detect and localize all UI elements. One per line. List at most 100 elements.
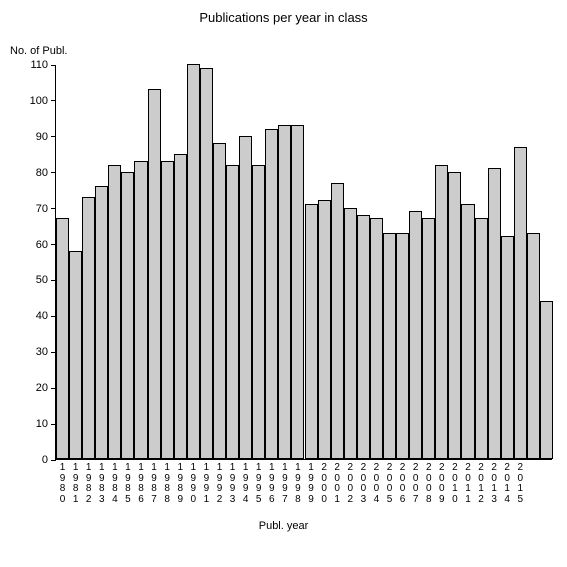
x-tick-label: 2010: [448, 463, 461, 505]
x-tick-label: 1981: [69, 463, 82, 505]
bar: [121, 172, 134, 459]
y-axis-label: No. of Publ.: [10, 45, 67, 57]
x-tick-label: 2001: [331, 463, 344, 505]
bar: [213, 143, 226, 459]
y-tick: [51, 280, 56, 281]
bar: [396, 233, 409, 459]
bar: [409, 211, 422, 459]
y-tick: [51, 244, 56, 245]
chart-title: Publications per year in class: [0, 10, 567, 25]
x-tick-label: 2012: [475, 463, 488, 505]
bar: [527, 233, 540, 459]
y-tick: [51, 316, 56, 317]
x-tick-label: 2008: [422, 463, 435, 505]
y-tick-label: 10: [36, 418, 48, 430]
y-tick: [51, 100, 56, 101]
x-tick-label: 1991: [200, 463, 213, 505]
bar: [278, 125, 291, 459]
bar: [56, 218, 69, 459]
bar: [226, 165, 239, 459]
x-tick-label: 1992: [213, 463, 226, 505]
x-tick-label: 1996: [265, 463, 278, 505]
y-tick: [51, 388, 56, 389]
bars-container: [56, 65, 552, 459]
x-tick-label: 2011: [461, 463, 474, 505]
x-axis-label: Publ. year: [0, 520, 567, 532]
x-tick-label: 1986: [134, 463, 147, 505]
x-tick-label: 1999: [305, 463, 318, 505]
x-tick-label: 2003: [357, 463, 370, 505]
x-tick-label: 1997: [278, 463, 291, 505]
y-tick: [51, 65, 56, 66]
x-tick-label: 2005: [383, 463, 396, 505]
y-tick-label: 60: [36, 239, 48, 251]
y-tick: [51, 172, 56, 173]
y-tick-label: 110: [30, 59, 48, 71]
x-tick-label: 2014: [501, 463, 514, 505]
y-tick-label: 0: [42, 454, 48, 466]
bar: [239, 136, 252, 459]
bar: [488, 168, 501, 459]
bar: [318, 200, 331, 459]
bar: [435, 165, 448, 459]
bar: [305, 204, 318, 459]
x-tick-label: 1994: [239, 463, 252, 505]
bar: [344, 208, 357, 459]
x-tick-label: 2006: [396, 463, 409, 505]
x-tick-label: 1990: [187, 463, 200, 505]
x-tick-label: 2007: [409, 463, 422, 505]
y-tick-label: 70: [36, 203, 48, 215]
y-tick-label: 40: [36, 310, 48, 322]
bar: [200, 68, 213, 459]
bar: [540, 301, 553, 459]
bar: [148, 89, 161, 459]
x-tick-label: 1980: [56, 463, 69, 505]
y-tick-label: 90: [36, 131, 48, 143]
x-tick-label: 1989: [174, 463, 187, 505]
bar: [174, 154, 187, 459]
plot-area: 1980198119821983198419851986198719881989…: [55, 65, 552, 460]
bar: [475, 218, 488, 459]
x-tick-label: 2015: [514, 463, 527, 505]
bar: [161, 161, 174, 459]
x-tick-label: 1993: [226, 463, 239, 505]
y-tick: [51, 352, 56, 353]
bar: [357, 215, 370, 459]
x-tick-label: 1988: [161, 463, 174, 505]
bar: [82, 197, 95, 459]
bar: [383, 233, 396, 459]
bar: [461, 204, 474, 459]
bar: [69, 251, 82, 459]
y-tick-label: 100: [30, 95, 48, 107]
bar: [331, 183, 344, 460]
x-tick-label: 1995: [252, 463, 265, 505]
y-tick: [51, 424, 56, 425]
x-tick-label: 2013: [488, 463, 501, 505]
bar: [252, 165, 265, 459]
x-tick-label: 2009: [435, 463, 448, 505]
x-tick-label: 1998: [291, 463, 304, 505]
bar: [422, 218, 435, 459]
bar: [108, 165, 121, 459]
y-tick-label: 80: [36, 167, 48, 179]
bar: [134, 161, 147, 459]
bar: [370, 218, 383, 459]
x-tick-label: 1987: [148, 463, 161, 505]
bar: [95, 186, 108, 459]
y-tick: [51, 460, 56, 461]
x-tick-label: 1985: [121, 463, 134, 505]
publications-bar-chart: Publications per year in class No. of Pu…: [0, 0, 567, 567]
bar: [291, 125, 304, 459]
bar: [187, 64, 200, 459]
y-tick-label: 20: [36, 382, 48, 394]
x-tick-label: 1984: [108, 463, 121, 505]
x-tick-label: 1983: [95, 463, 108, 505]
x-tick-label: 2004: [370, 463, 383, 505]
x-tick-label: 2002: [344, 463, 357, 505]
bar: [265, 129, 278, 459]
x-tick-label: 1982: [82, 463, 95, 505]
bar: [501, 236, 514, 459]
y-tick: [51, 208, 56, 209]
bar: [448, 172, 461, 459]
y-tick-label: 30: [36, 346, 48, 358]
